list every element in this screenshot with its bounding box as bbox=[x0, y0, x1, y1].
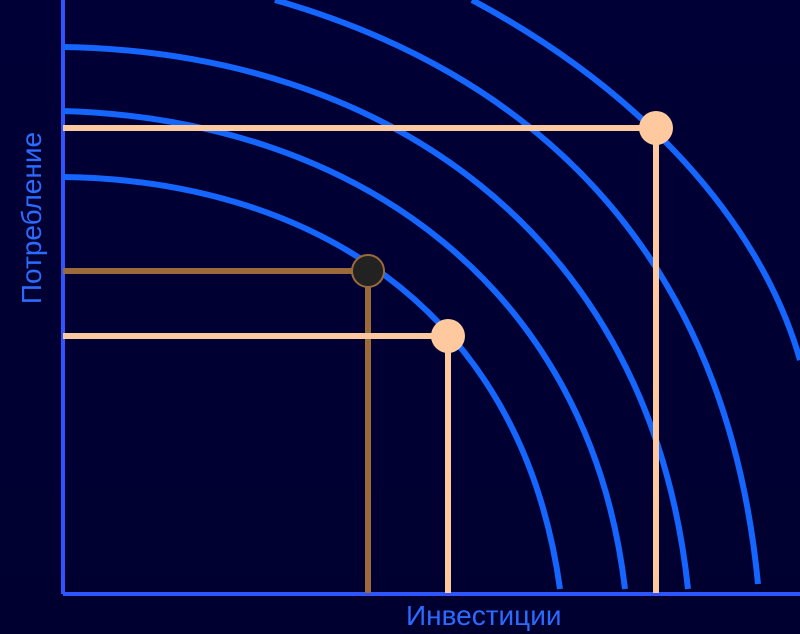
x-axis-title: Инвестиции bbox=[406, 600, 562, 631]
curve-2 bbox=[62, 108, 628, 590]
high-point bbox=[639, 111, 673, 145]
curve-1 bbox=[62, 174, 563, 590]
curve-4 bbox=[274, 0, 761, 585]
y-axis-title: Потребление bbox=[16, 131, 47, 305]
curve-5 bbox=[470, 0, 800, 361]
low-point bbox=[431, 319, 465, 353]
middle-point bbox=[351, 254, 385, 288]
